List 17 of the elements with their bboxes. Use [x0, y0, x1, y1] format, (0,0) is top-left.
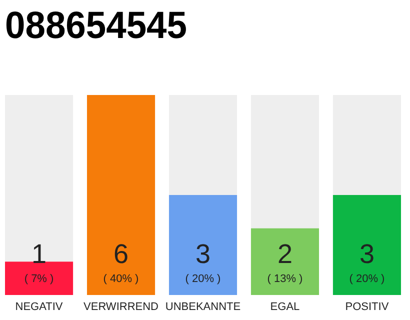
- data-label: 6: [113, 239, 129, 269]
- x-tick-label: UNBEKANNTE: [165, 301, 241, 313]
- data-label: 3: [359, 239, 374, 269]
- annotation: ( 7% ): [24, 273, 54, 285]
- x-tick-label: NEGATIV: [15, 301, 64, 313]
- data-label: 3: [195, 239, 211, 269]
- x-tick-label: EGAL: [270, 301, 300, 313]
- annotation: ( 40% ): [103, 273, 139, 285]
- data-label: 1: [32, 239, 47, 269]
- chart-title: 088654545: [5, 5, 196, 47]
- annotation: ( 20% ): [185, 273, 221, 285]
- bar: [5, 262, 74, 295]
- x-tick-label: VERWIRREND: [84, 301, 159, 313]
- annotation: ( 13% ): [267, 273, 303, 285]
- x-tick-label: POSITIV: [345, 301, 390, 313]
- data-label: 2: [277, 239, 293, 269]
- annotation: ( 20% ): [349, 273, 385, 285]
